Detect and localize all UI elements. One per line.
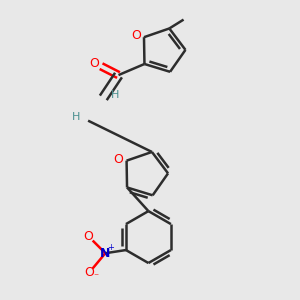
Text: O: O (84, 266, 94, 279)
Text: ⁻: ⁻ (93, 272, 98, 282)
Text: O: O (83, 230, 93, 243)
Text: O: O (131, 29, 141, 42)
Text: +: + (108, 243, 115, 252)
Text: N: N (100, 247, 110, 260)
Text: H: H (111, 90, 119, 100)
Text: O: O (113, 153, 123, 166)
Text: O: O (89, 56, 99, 70)
Text: H: H (72, 112, 80, 122)
